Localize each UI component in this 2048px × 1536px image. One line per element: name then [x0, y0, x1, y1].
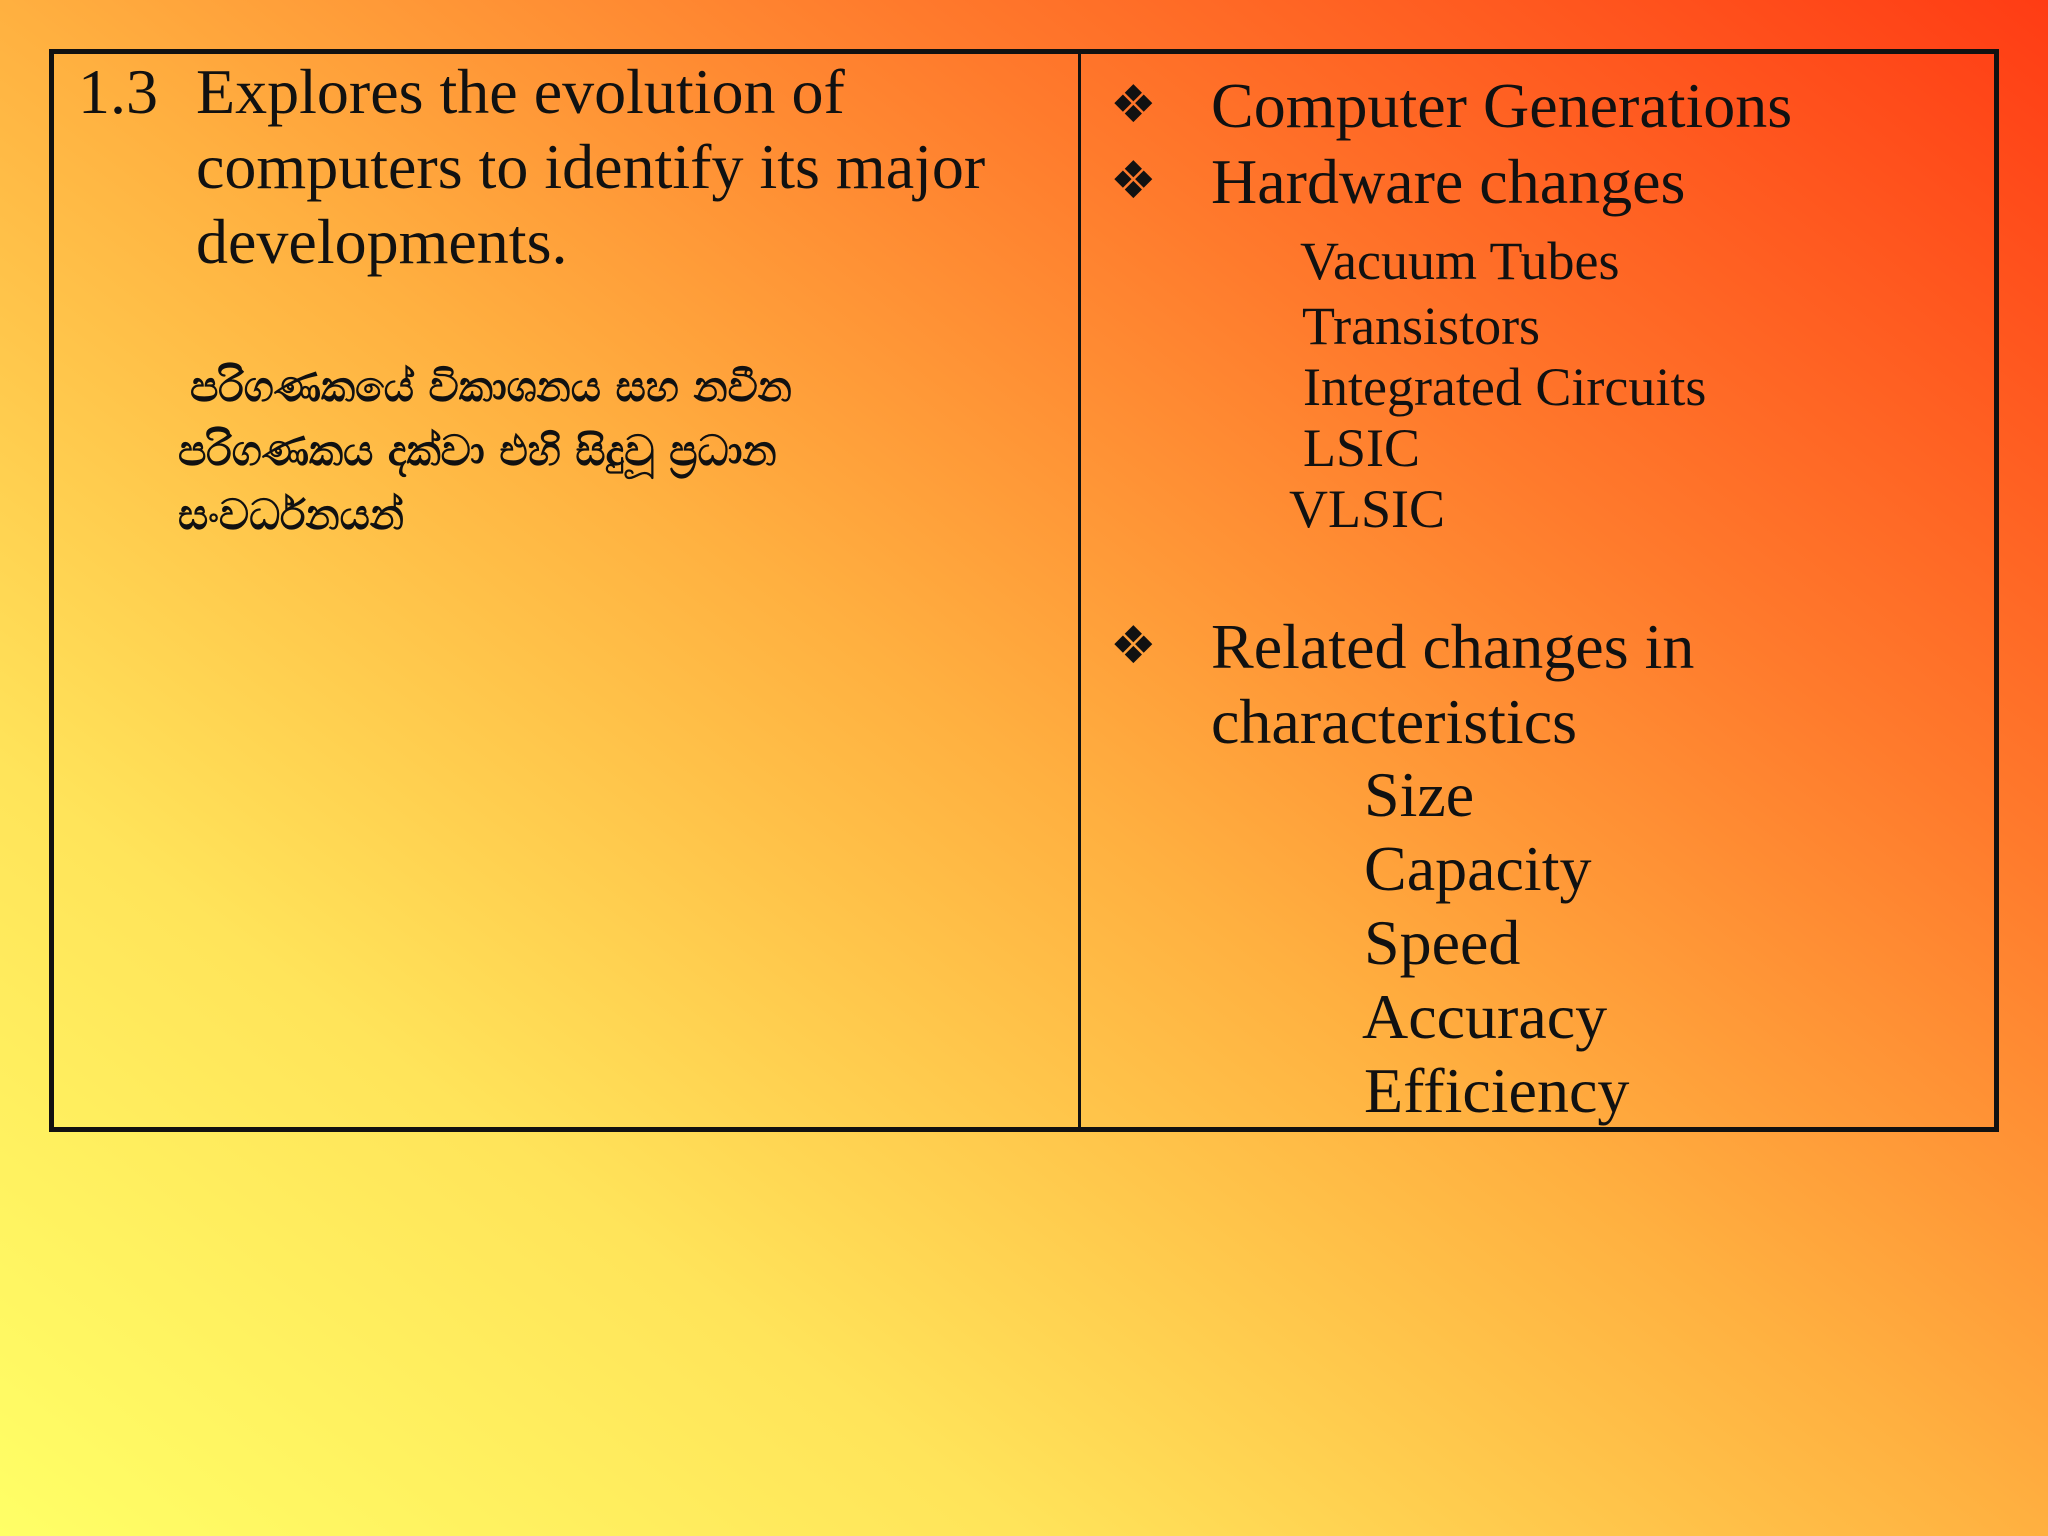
hardware-item: Vacuum Tubes: [1300, 231, 1620, 291]
objectives-table: 1.3 Explores the evolution of computers …: [49, 49, 1999, 1132]
diamond-bullet-icon: ❖: [1110, 75, 1157, 135]
characteristic-item: Capacity: [1364, 833, 1592, 904]
hardware-item: Transistors: [1302, 296, 1541, 356]
objective-number: 1.3: [78, 56, 158, 127]
related-changes-line: Related changes in: [1211, 611, 1695, 682]
hardware-item: LSIC: [1303, 418, 1421, 478]
objective-line: developments.: [196, 206, 568, 277]
column-divider: [1078, 54, 1081, 1127]
characteristic-item: Speed: [1364, 907, 1521, 978]
characteristic-item: Efficiency: [1364, 1055, 1630, 1126]
hardware-item: Integrated Circuits: [1303, 357, 1707, 417]
hardware-item: VLSIC: [1289, 479, 1446, 539]
objective-sinhala-text: පරිගණකයේ විකාශනය සහ නවීන පරිගණකය දක්වා එ…: [178, 355, 792, 547]
bullet-hardware-changes: Hardware changes: [1211, 146, 1686, 217]
sinhala-line: පරිගණකයේ විකාශනය සහ නවීන: [190, 362, 792, 411]
characteristic-item: Size: [1364, 759, 1475, 830]
objective-line: Explores the evolution of: [196, 56, 845, 127]
sinhala-line: සංවර්ධනයන්: [178, 490, 404, 539]
bullet-related-changes: Related changes in characteristics: [1211, 609, 1694, 759]
diamond-bullet-icon: ❖: [1110, 616, 1157, 676]
objective-text: Explores the evolution of computers to i…: [196, 54, 985, 279]
objective-line: computers to identify its major: [196, 131, 986, 202]
sinhala-line: පරිගණකය දක්වා එහි සිදුවූ ප්‍රධාන: [178, 426, 777, 475]
characteristic-item: Accuracy: [1362, 981, 1608, 1052]
diamond-bullet-icon: ❖: [1110, 151, 1157, 211]
bullet-computer-generations: Computer Generations: [1211, 70, 1793, 141]
related-changes-line: characteristics: [1211, 686, 1577, 757]
